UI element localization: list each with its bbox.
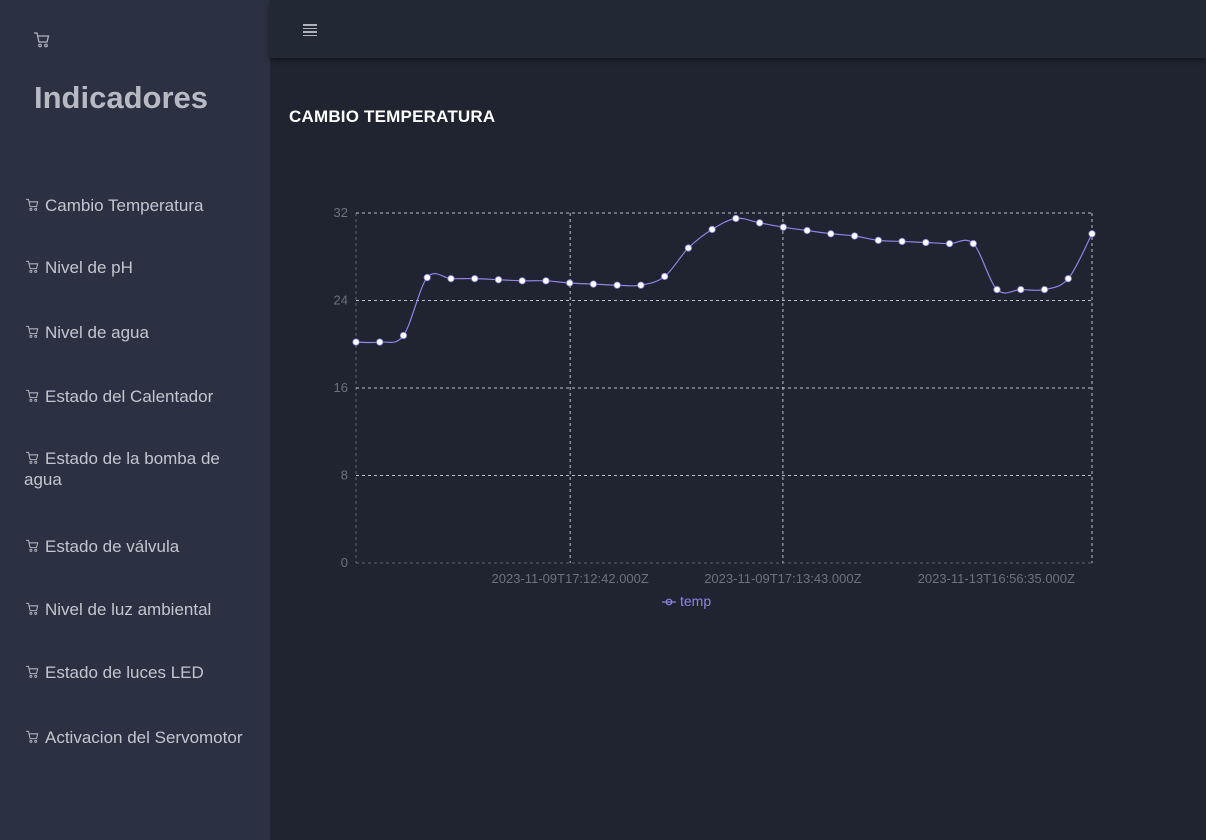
page-title: CAMBIO TEMPERATURA [289, 107, 496, 126]
legend-label: temp [680, 593, 711, 609]
sidebar-item-nivel-agua[interactable]: Nivel de agua [24, 322, 254, 343]
data-point [1040, 285, 1049, 294]
data-point [376, 338, 384, 346]
data-point [1088, 230, 1096, 238]
data-point [803, 226, 811, 235]
data-point [423, 273, 431, 282]
sidebar-item-label: Estado de la bomba de agua [24, 449, 220, 489]
data-point [684, 244, 692, 252]
sidebar-item-label: Nivel de luz ambiental [45, 600, 212, 619]
sidebar-item-estado-calentador[interactable]: Estado del Calentador [24, 386, 254, 407]
cart-icon [26, 602, 39, 615]
y-tick-label: 32 [334, 205, 348, 220]
data-point [969, 240, 977, 248]
data-point [566, 279, 574, 287]
sidebar: Indicadores Cambio Temperatura Nivel de … [0, 0, 270, 840]
series-line-temp [355, 217, 1093, 344]
data-point [589, 280, 598, 288]
data-point [898, 237, 906, 246]
sidebar-item-label: Activacion del Servomotor [45, 728, 243, 747]
data-point [993, 285, 1001, 294]
sidebar-item-label: Nivel de agua [45, 323, 149, 342]
data-point [518, 277, 526, 285]
cart-icon [26, 325, 39, 338]
data-point [1017, 285, 1025, 294]
cart-icon [26, 730, 39, 743]
hamburger-menu-icon[interactable] [303, 24, 317, 36]
sidebar-item-label: Estado de luces LED [45, 663, 204, 682]
data-point [708, 225, 716, 234]
data-point [637, 281, 645, 289]
data-point [756, 219, 764, 227]
data-point [779, 223, 787, 231]
y-tick-label: 24 [334, 293, 348, 308]
data-point [542, 277, 550, 285]
x-tick-label: 2023-11-09T17:13:43.000Z [704, 571, 861, 586]
x-tick-label: 2023-11-13T16:56:35.000Z [918, 571, 1075, 586]
cart-icon [26, 389, 39, 402]
sidebar-item-label: Estado del Calentador [45, 387, 214, 406]
data-point [471, 275, 479, 283]
data-point [399, 331, 408, 340]
legend-marker [665, 598, 673, 606]
sidebar-item-estado-bomba[interactable]: Estado de la bomba de agua [24, 448, 254, 490]
y-tick-label: 16 [334, 380, 348, 395]
data-point [922, 238, 930, 247]
temperature-chart: 0 8 16 24 32 2023-11-09T17:12:42.000Z 2023-11-… [334, 205, 1096, 609]
data-point [732, 214, 740, 223]
data-point [945, 240, 954, 248]
sidebar-item-nivel-ph[interactable]: Nivel de pH [24, 257, 254, 278]
cart-icon[interactable] [32, 30, 52, 50]
data-point [827, 230, 835, 238]
sidebar-item-label: Cambio Temperatura [45, 196, 204, 215]
sidebar-item-label: Estado de válvula [45, 537, 180, 556]
sidebar-item-label: Nivel de pH [45, 258, 133, 277]
data-point [874, 236, 882, 244]
y-tick-label: 0 [341, 555, 348, 570]
data-point [661, 272, 669, 281]
data-point [447, 275, 455, 283]
cart-icon [26, 260, 39, 273]
cart-icon [26, 665, 39, 678]
y-tick-label: 8 [341, 468, 348, 483]
cart-icon [26, 451, 39, 464]
data-point [613, 281, 621, 289]
data-point [352, 338, 360, 346]
sidebar-item-nivel-luz[interactable]: Nivel de luz ambiental [24, 599, 254, 620]
top-bar [270, 0, 1206, 58]
x-tick-label: 2023-11-09T17:12:42.000Z [492, 571, 649, 586]
sidebar-item-servomotor[interactable]: Activacion del Servomotor [24, 727, 254, 748]
data-point [1064, 275, 1072, 283]
data-point [494, 276, 503, 284]
data-point [850, 232, 859, 240]
sidebar-item-luces-led[interactable]: Estado de luces LED [24, 662, 254, 683]
sidebar-item-cambio-temperatura[interactable]: Cambio Temperatura [24, 195, 254, 216]
sidebar-brand: Indicadores [34, 80, 208, 115]
cart-icon [26, 539, 39, 552]
sidebar-item-estado-valvula[interactable]: Estado de válvula [24, 536, 254, 557]
cart-icon [26, 198, 39, 211]
